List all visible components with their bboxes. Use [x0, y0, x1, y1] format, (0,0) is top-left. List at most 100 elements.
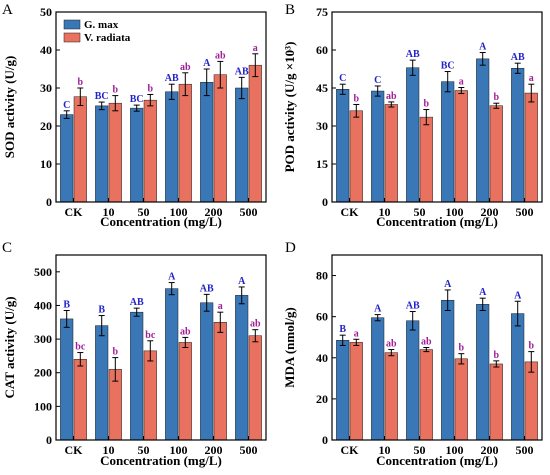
bar — [213, 322, 227, 441]
significance-label: b — [78, 77, 84, 88]
x-tick-label: 10 — [103, 205, 115, 219]
x-tick-label: 200 — [205, 205, 223, 219]
y-tick-label: 500 — [34, 265, 52, 279]
bar — [454, 90, 468, 203]
y-tick-label: 0 — [322, 195, 328, 209]
bar — [441, 299, 455, 441]
bar — [384, 352, 398, 441]
legend-swatch — [63, 32, 81, 43]
significance-label: C — [63, 100, 70, 111]
significance-label: ab — [180, 62, 191, 73]
plot-frame — [331, 254, 543, 441]
y-tick-label: 100 — [34, 399, 52, 413]
x-tick-label: 50 — [414, 443, 426, 457]
x-axis-title: Concentration (mg/L) — [100, 214, 222, 229]
bar — [130, 107, 144, 203]
significance-label: b — [354, 93, 360, 104]
bar — [349, 110, 363, 203]
significance-label: C — [339, 73, 346, 84]
x-axis-title: Concentration (mg/L) — [376, 453, 498, 468]
panel-letter: D — [285, 240, 296, 256]
significance-label: B — [98, 305, 105, 316]
bar — [384, 104, 398, 203]
x-tick-label: 100 — [446, 205, 464, 219]
bar — [95, 325, 109, 441]
bar — [406, 67, 420, 203]
significance-label: A — [444, 279, 452, 290]
bar — [60, 114, 74, 203]
x-tick-label: CK — [65, 443, 84, 457]
significance-label: A — [168, 272, 176, 283]
significance-label: AB — [406, 301, 420, 312]
bar — [143, 99, 157, 203]
y-tick-label: 80 — [316, 269, 328, 283]
x-tick-label: 100 — [170, 205, 188, 219]
bar — [406, 320, 420, 441]
y-tick-label: 50 — [40, 5, 52, 19]
significance-label: A — [203, 58, 211, 69]
bar — [130, 311, 144, 441]
bar — [419, 116, 433, 203]
panel-d: D B A AB A A Aa ab ab b b b 0 20 40 60 80 CK 10 50 100 200 500… — [282, 240, 543, 468]
significance-label: ab — [386, 339, 397, 350]
significance-label: b — [424, 99, 430, 110]
significance-label: a — [354, 328, 359, 339]
significance-label: ab — [215, 50, 226, 61]
legend-label: V. radiata — [84, 32, 131, 44]
significance-label: AB — [130, 297, 144, 308]
bar — [336, 340, 350, 441]
bar — [73, 96, 87, 203]
y-tick-label: 300 — [34, 332, 52, 346]
x-tick-label: 200 — [481, 205, 499, 219]
bar — [235, 87, 249, 203]
x-tick-label: 10 — [103, 443, 115, 457]
bar — [419, 349, 433, 441]
y-axis-title: POD activity (U/g ×10³) — [282, 42, 297, 173]
bar — [349, 342, 363, 441]
significance-label: AB — [235, 66, 249, 77]
y-tick-label: 30 — [40, 81, 52, 95]
panel-c: C B B AB A AB Abc b bc ab a ab 0 100 200 300 400 500 CK 10 5… — [2, 240, 267, 468]
y-axis-title: CAT activity (U/g) — [2, 296, 17, 398]
y-tick-label: 200 — [34, 366, 52, 380]
bar — [336, 89, 350, 203]
significance-label: C — [374, 75, 381, 86]
x-tick-label: 50 — [414, 205, 426, 219]
significance-label: bc — [75, 342, 86, 353]
significance-label: ab — [250, 319, 261, 330]
bar — [248, 335, 262, 441]
legend-swatch — [63, 19, 81, 30]
bar — [73, 359, 87, 441]
significance-label: AB — [406, 49, 420, 60]
y-tick-label: 60 — [316, 43, 328, 57]
bar — [200, 82, 214, 203]
significance-label: AB — [200, 283, 214, 294]
panel-letter: A — [2, 2, 13, 18]
panel-letter: B — [285, 2, 295, 18]
significance-label: b — [113, 347, 119, 358]
y-tick-label: 30 — [316, 119, 328, 133]
bar — [524, 361, 538, 441]
y-tick-label: 10 — [40, 157, 52, 171]
x-tick-label: 500 — [516, 443, 534, 457]
x-tick-label: 50 — [138, 205, 150, 219]
bar — [165, 288, 179, 441]
x-tick-label: 50 — [138, 443, 150, 457]
significance-label: b — [148, 83, 154, 94]
bar — [371, 90, 385, 203]
significance-label: a — [253, 43, 258, 54]
bar — [178, 342, 192, 441]
significance-label: AB — [511, 52, 525, 63]
y-tick-label: 400 — [34, 298, 52, 312]
significance-label: A — [479, 42, 487, 53]
significance-label: AB — [165, 73, 179, 84]
significance-label: ab — [386, 91, 397, 102]
bar — [441, 81, 455, 203]
y-axis-title: SOD activity (U/g) — [2, 56, 17, 159]
bar — [143, 350, 157, 441]
plot-frame — [331, 11, 543, 203]
panel-letter: C — [2, 240, 12, 256]
bar — [511, 313, 525, 441]
